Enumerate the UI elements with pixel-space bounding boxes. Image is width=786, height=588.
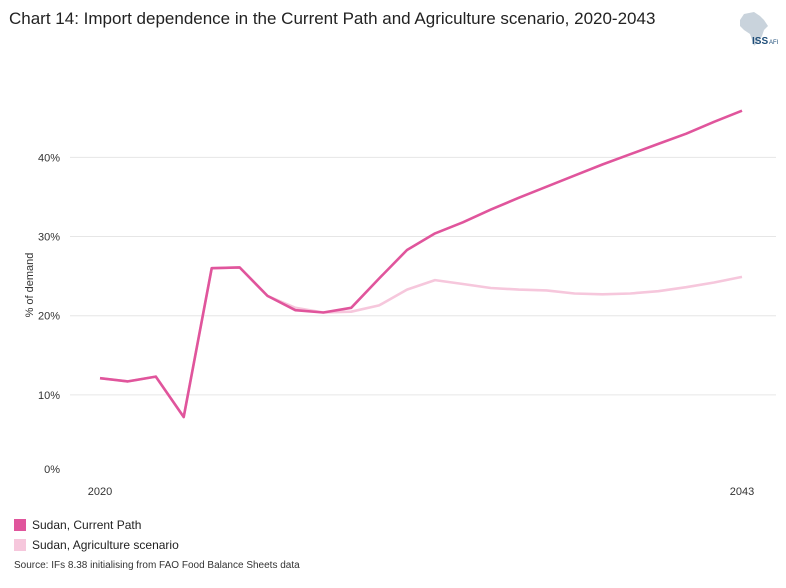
x-tick-label: 2020 (88, 486, 112, 498)
legend-label-current-path: Sudan, Current Path (32, 518, 142, 532)
legend-item-current-path: Sudan, Current Path (14, 515, 179, 535)
y-tick-label: 30% (38, 232, 60, 244)
chart-title: Chart 14: Import dependence in the Curre… (9, 9, 656, 28)
series-lines (99, 109, 743, 419)
source-note: Source: IFs 8.38 initialising from FAO F… (14, 560, 300, 571)
iss-logo: ISS AFI (730, 10, 780, 50)
y-axis-label: % of demand (24, 253, 36, 318)
y-tick-label: 20% (38, 311, 60, 323)
logo-text: ISS (752, 36, 768, 47)
legend-label-agriculture: Sudan, Agriculture scenario (32, 538, 179, 552)
grid-lines (70, 156, 776, 396)
y-tick-label: 0% (44, 464, 60, 476)
x-tick-labels: 2020 2043 (88, 486, 754, 498)
y-tick-label: 10% (38, 390, 60, 402)
x-tick-label: 2043 (730, 486, 754, 498)
y-tick-labels: 0% 10% 20% 30% 40% (38, 152, 60, 476)
legend: Sudan, Current Path Sudan, Agriculture s… (14, 515, 179, 555)
legend-swatch-current-path (14, 519, 26, 531)
legend-swatch-agriculture (14, 539, 26, 551)
line-chart: 0% 10% 20% 30% 40% 2020 2043 % of demand (24, 109, 776, 498)
series-line-current-path (99, 109, 743, 419)
y-tick-label: 40% (38, 152, 60, 164)
africa-map-icon (740, 12, 768, 46)
logo-suffix: AFI (769, 40, 779, 46)
legend-item-agriculture: Sudan, Agriculture scenario (14, 535, 179, 555)
